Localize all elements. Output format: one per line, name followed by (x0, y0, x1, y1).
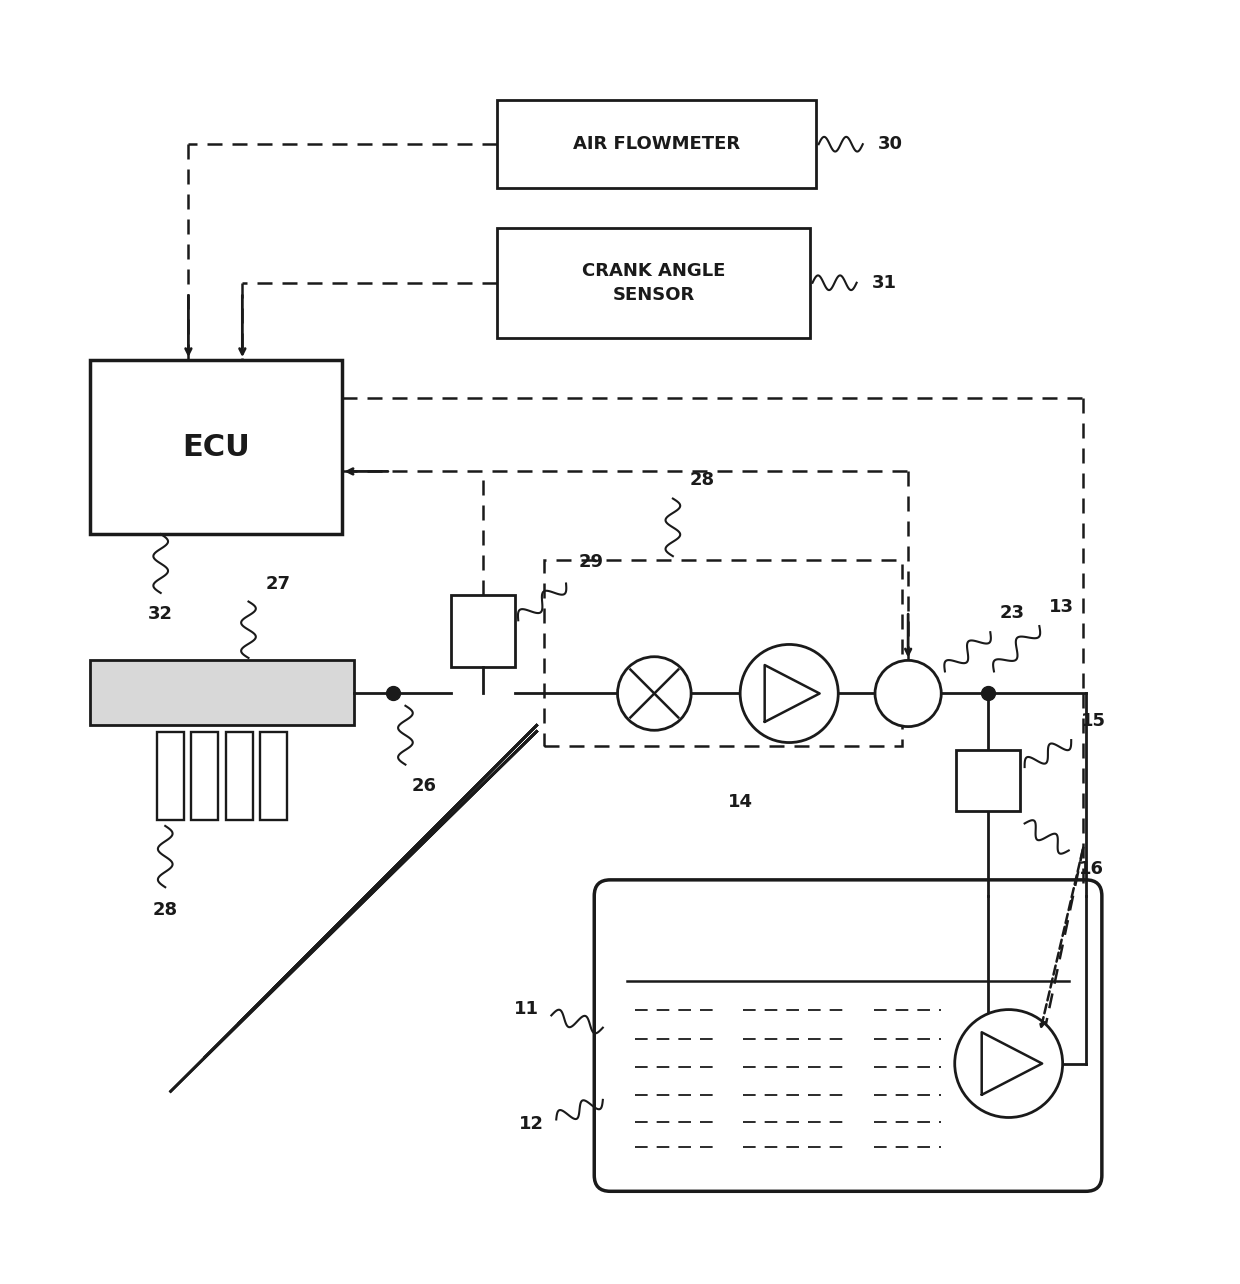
Text: 28: 28 (689, 471, 715, 489)
Text: 14: 14 (728, 792, 754, 810)
FancyBboxPatch shape (91, 360, 342, 534)
FancyBboxPatch shape (497, 227, 810, 338)
Circle shape (618, 656, 691, 731)
Text: 16: 16 (1079, 860, 1104, 878)
Text: AIR FLOWMETER: AIR FLOWMETER (573, 135, 740, 153)
Text: CRANK ANGLE
SENSOR: CRANK ANGLE SENSOR (582, 262, 725, 303)
Text: 29: 29 (578, 553, 604, 571)
FancyBboxPatch shape (91, 660, 353, 725)
Text: 30: 30 (878, 135, 903, 153)
FancyBboxPatch shape (451, 596, 515, 666)
FancyBboxPatch shape (157, 732, 184, 819)
Circle shape (875, 660, 941, 727)
Text: 31: 31 (872, 273, 897, 291)
Text: 28: 28 (153, 900, 177, 919)
Text: 13: 13 (1049, 598, 1074, 616)
Circle shape (740, 645, 838, 742)
FancyBboxPatch shape (497, 100, 816, 189)
Text: 15: 15 (1081, 713, 1106, 731)
Text: 23: 23 (1001, 605, 1025, 623)
FancyBboxPatch shape (226, 732, 253, 819)
FancyBboxPatch shape (260, 732, 288, 819)
Text: ECU: ECU (182, 433, 250, 461)
Text: 32: 32 (149, 605, 174, 623)
Text: 12: 12 (520, 1115, 544, 1132)
Text: 27: 27 (265, 575, 290, 593)
FancyBboxPatch shape (594, 880, 1102, 1192)
FancyBboxPatch shape (191, 732, 218, 819)
Text: 26: 26 (412, 777, 436, 795)
Circle shape (955, 1009, 1063, 1117)
FancyBboxPatch shape (956, 750, 1019, 811)
Text: 11: 11 (515, 1000, 539, 1018)
